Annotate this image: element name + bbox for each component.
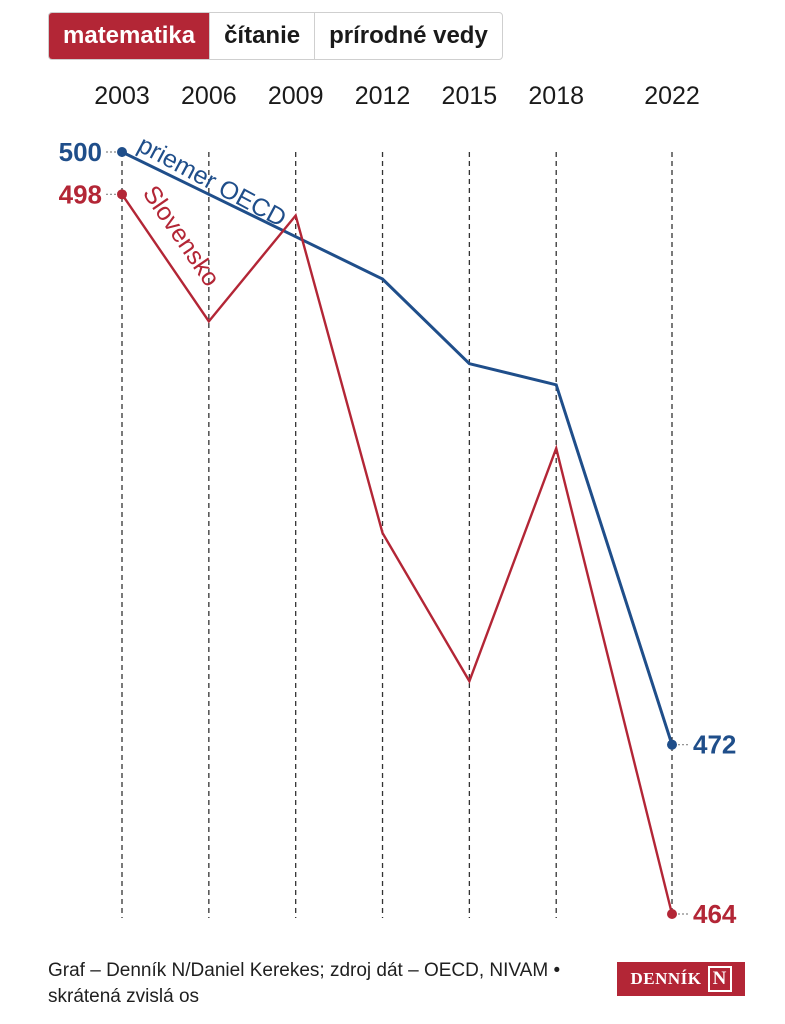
x-tick-label: 2022 [644, 82, 700, 110]
start-value-label: 500 [59, 137, 102, 167]
source-note: Graf – Denník N/Daniel Kerekes; zdroj dá… [48, 958, 588, 1010]
end-point-marker [667, 909, 677, 919]
source-line-1: Graf – Denník N/Daniel Kerekes; zdroj dá… [48, 960, 561, 981]
end-point-marker [667, 739, 677, 750]
subject-tabs: matematika čítanie prírodné vedy [48, 12, 503, 60]
tab-prirodne-vedy[interactable]: prírodné vedy [314, 13, 502, 59]
tab-matematika[interactable]: matematika [49, 13, 210, 59]
x-tick-label: 2003 [94, 82, 150, 110]
source-line-2: skrátená zvislá os [48, 986, 200, 1007]
x-tick-label: 2015 [442, 82, 498, 110]
x-tick-label: 2006 [181, 82, 237, 110]
logo-n-mark: N [707, 966, 732, 992]
end-value-label: 464 [693, 899, 737, 929]
x-tick-label: 2018 [528, 82, 584, 110]
start-value-label: 498 [59, 179, 102, 209]
dennik-n-logo: DENNÍK N [617, 962, 745, 996]
logo-text: DENNÍK [630, 969, 702, 988]
end-value-label: 472 [693, 730, 736, 760]
series-line-oecd [121, 150, 674, 746]
series-line-slovensko [121, 193, 674, 915]
start-point-marker [117, 189, 127, 200]
x-tick-label: 2009 [268, 82, 324, 110]
start-point-marker [117, 147, 127, 157]
x-tick-label: 2012 [355, 82, 411, 110]
tab-citanie[interactable]: čítanie [209, 13, 314, 59]
